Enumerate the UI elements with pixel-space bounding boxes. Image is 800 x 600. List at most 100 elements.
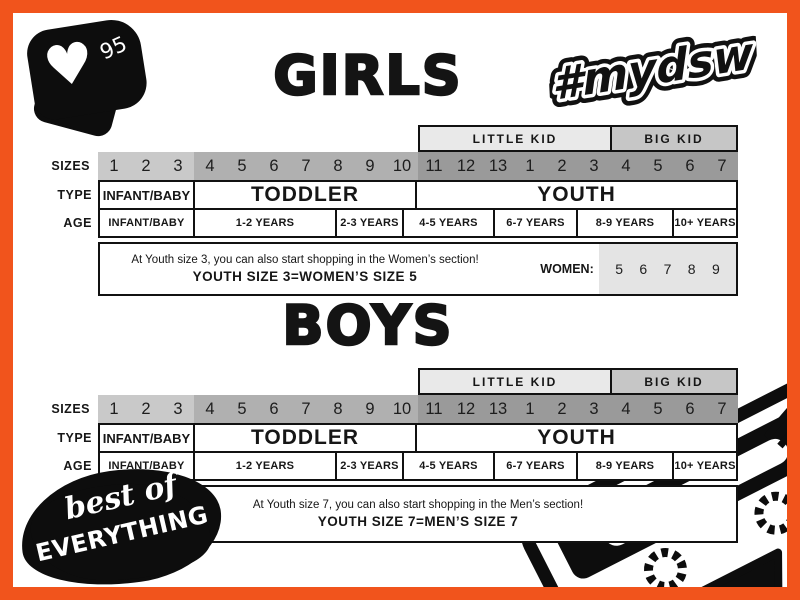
age-cell: 1-2 YEARS	[195, 210, 337, 236]
size-cell: 9	[354, 395, 386, 423]
age-cell: 6-7 YEARS	[495, 453, 578, 479]
size-cell: 1	[98, 152, 130, 180]
svg-text:#mydsw: #mydsw	[551, 28, 755, 111]
size-cell: 10	[386, 152, 418, 180]
size-cell: 5	[642, 152, 674, 180]
girls-section-title: GIRLS	[272, 43, 463, 109]
size-cell: 2	[546, 152, 578, 180]
size-cell: 5	[226, 395, 258, 423]
type-cell-infant: INFANT/BABY	[100, 425, 195, 451]
size-cell: 4	[610, 395, 642, 423]
size-cell: 12	[450, 395, 482, 423]
age-cell: INFANT/BABY	[100, 210, 195, 236]
size-cell: 5	[642, 395, 674, 423]
age-cell: 4-5 YEARS	[404, 453, 495, 479]
age-cell: 10+ YEARS	[674, 217, 736, 229]
age-cell: 6-7 YEARS	[495, 210, 578, 236]
age-cell: 1-2 YEARS	[195, 453, 337, 479]
type-row-label: TYPE	[57, 188, 92, 202]
size-cell: 6	[258, 152, 290, 180]
size-cell: 3	[162, 152, 194, 180]
women-size-value: 7	[663, 261, 672, 277]
hashtag-logo: #mydsw #mydsw #mydsw	[543, 1, 763, 138]
boys-kid-header-row: LITTLE KID BIG KID	[98, 368, 738, 395]
boys-section-title: BOYS	[281, 293, 454, 359]
sizes-row-label: SIZES	[51, 402, 90, 416]
size-cell: 5	[226, 152, 258, 180]
size-cell: 2	[546, 395, 578, 423]
size-cell: 4	[610, 152, 642, 180]
size-cell: 7	[290, 152, 322, 180]
age-cell: 8-9 YEARS	[578, 210, 674, 236]
size-cell: 7	[706, 152, 738, 180]
type-cell-infant: INFANT/BABY	[100, 182, 195, 208]
size-cell: 3	[578, 395, 610, 423]
age-cell: 2-3 YEARS	[337, 210, 404, 236]
women-size-value: 8	[687, 261, 696, 277]
type-cell-toddler: TODDLER	[195, 425, 417, 451]
type-cell-toddler: TODDLER	[195, 182, 417, 208]
girls-note-line1: At Youth size 3, you can also start shop…	[131, 254, 479, 266]
big-kid-header: BIG KID	[610, 368, 738, 395]
type-row-label: TYPE	[57, 431, 92, 445]
boys-type-row: TYPE INFANT/BABY TODDLER YOUTH	[57, 423, 738, 453]
women-size-value: 9	[711, 261, 720, 277]
size-cell: 4	[194, 395, 226, 423]
size-cell: 1	[514, 395, 546, 423]
girls-kid-header-row: LITTLE KID BIG KID	[98, 125, 738, 152]
size-cell: 11	[418, 395, 450, 423]
size-cell: 2	[130, 395, 162, 423]
age-row-label: AGE	[63, 459, 92, 473]
girls-note-line2: YOUTH SIZE 3=WOMEN’S SIZE 5	[192, 269, 418, 284]
size-cell: 4	[194, 152, 226, 180]
women-size-value: 5	[615, 261, 623, 277]
size-cell: 3	[162, 395, 194, 423]
size-cell: 3	[578, 152, 610, 180]
type-cell-youth: YOUTH	[537, 426, 616, 449]
age-row-label: AGE	[63, 216, 92, 230]
girls-type-row: TYPE INFANT/BABY TODDLER YOUTH	[57, 180, 738, 210]
size-cell: 1	[98, 395, 130, 423]
size-cell: 2	[130, 152, 162, 180]
likes-badge: ♥ 95	[22, 15, 154, 140]
girls-note-box: At Youth size 3, you can also start shop…	[98, 242, 738, 296]
size-cell: 11	[418, 152, 450, 180]
women-sizes-label: WOMEN:	[540, 262, 594, 276]
size-cell: 13	[482, 395, 514, 423]
age-cell: 10+ YEARS	[674, 460, 736, 472]
age-cell: 8-9 YEARS	[578, 453, 674, 479]
size-cell: 9	[354, 152, 386, 180]
boys-note-line2: YOUTH SIZE 7=MEN’S SIZE 7	[317, 514, 519, 529]
hashtag-logo-svg: #mydsw #mydsw #mydsw	[543, 20, 763, 119]
women-size-value: 6	[639, 261, 648, 277]
size-cell: 6	[258, 395, 290, 423]
size-cell: 7	[290, 395, 322, 423]
little-kid-header: LITTLE KID	[418, 125, 612, 152]
boys-note-line1: At Youth size 7, you can also start shop…	[252, 499, 584, 511]
little-kid-header: LITTLE KID	[418, 368, 612, 395]
size-cell: 6	[674, 152, 706, 180]
big-kid-header: BIG KID	[610, 125, 738, 152]
size-cell: 8	[322, 395, 354, 423]
size-cell: 10	[386, 395, 418, 423]
size-cell: 1	[514, 152, 546, 180]
size-cell: 8	[322, 152, 354, 180]
size-cell: 7	[706, 395, 738, 423]
boys-sizes-row: SIZES 1 2 3 4 5 6 7 8 9 10 11 12 13 1 2 3 4 5 6 7	[51, 395, 738, 423]
girls-size-chart: LITTLE KID BIG KID SIZES 1 2 3 4 5 6 7 8 9 10 11 12…	[51, 125, 738, 296]
boys-age-row: AGE INFANT/BABY 1-2 YEARS 2-3 YEARS 4-5 YEA…	[63, 453, 738, 481]
sizes-row-label: SIZES	[51, 159, 90, 173]
girls-note-text: At Youth size 3, you can also start shop…	[100, 244, 510, 294]
size-cell: 13	[482, 152, 514, 180]
girls-age-row: AGE INFANT/BABY 1-2 YEARS 2-3 YEARS 4-5 YEA…	[63, 210, 738, 238]
size-cell: 6	[674, 395, 706, 423]
heart-icon: ♥	[39, 29, 99, 102]
best-of-everything-sticker: best of EVERYTHING	[13, 456, 229, 598]
boys-note-text: At Youth size 7, you can also start shop…	[100, 487, 736, 541]
girls-sizes-row: SIZES 1 2 3 4 5 6 7 8 9 10 11 12 13 1 2 3 4 5 6 7	[51, 152, 738, 180]
size-cell: 12	[450, 152, 482, 180]
age-cell: 4-5 YEARS	[404, 210, 495, 236]
type-cell-youth: YOUTH	[537, 183, 616, 206]
